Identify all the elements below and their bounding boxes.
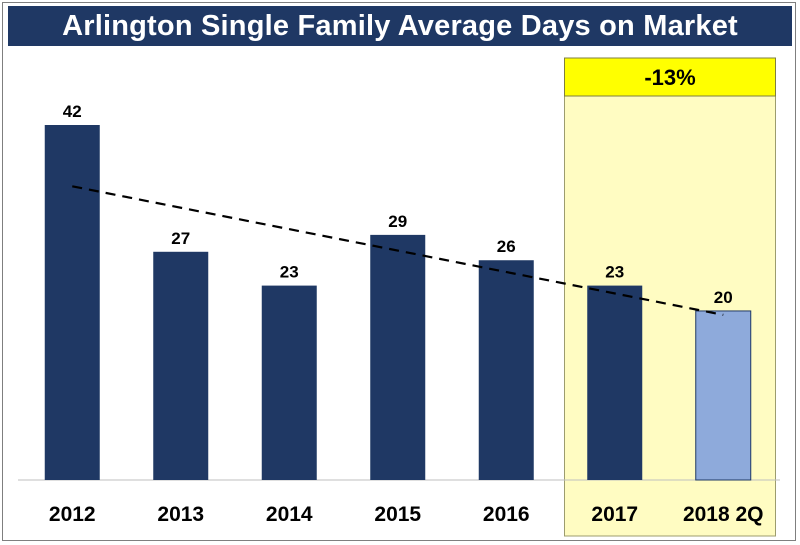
bar-2014 <box>261 285 317 480</box>
chart-title: Arlington Single Family Average Days on … <box>62 10 738 42</box>
callout-label: -13% <box>644 65 695 90</box>
bar-2015 <box>370 234 426 480</box>
x-tick-label-2018-2q: 2018 2Q <box>683 503 764 526</box>
callout-box <box>564 57 776 97</box>
data-label-2014: 23 <box>280 263 299 282</box>
bar-2018-2q <box>695 310 752 481</box>
trendline <box>72 185 724 316</box>
x-tick-label-2012: 2012 <box>49 503 96 526</box>
data-label-2018-2q: 20 <box>714 288 733 307</box>
x-tick-label-2016: 2016 <box>483 503 530 526</box>
x-tick-label-2017: 2017 <box>591 503 638 526</box>
bar-2016 <box>478 260 534 480</box>
data-label-2012: 42 <box>63 102 82 121</box>
data-label-2017: 23 <box>605 263 624 282</box>
data-label-2013: 27 <box>171 229 190 248</box>
bar-2012 <box>44 125 100 480</box>
data-label-2015: 29 <box>388 212 407 231</box>
bar-2013 <box>153 251 209 480</box>
title-bar: Arlington Single Family Average Days on … <box>8 6 792 46</box>
data-label-2016: 26 <box>497 237 516 256</box>
x-tick-label-2013: 2013 <box>157 503 204 526</box>
x-tick-label-2014: 2014 <box>266 503 313 526</box>
x-tick-label-2015: 2015 <box>374 503 421 526</box>
bar-2017 <box>587 285 643 480</box>
